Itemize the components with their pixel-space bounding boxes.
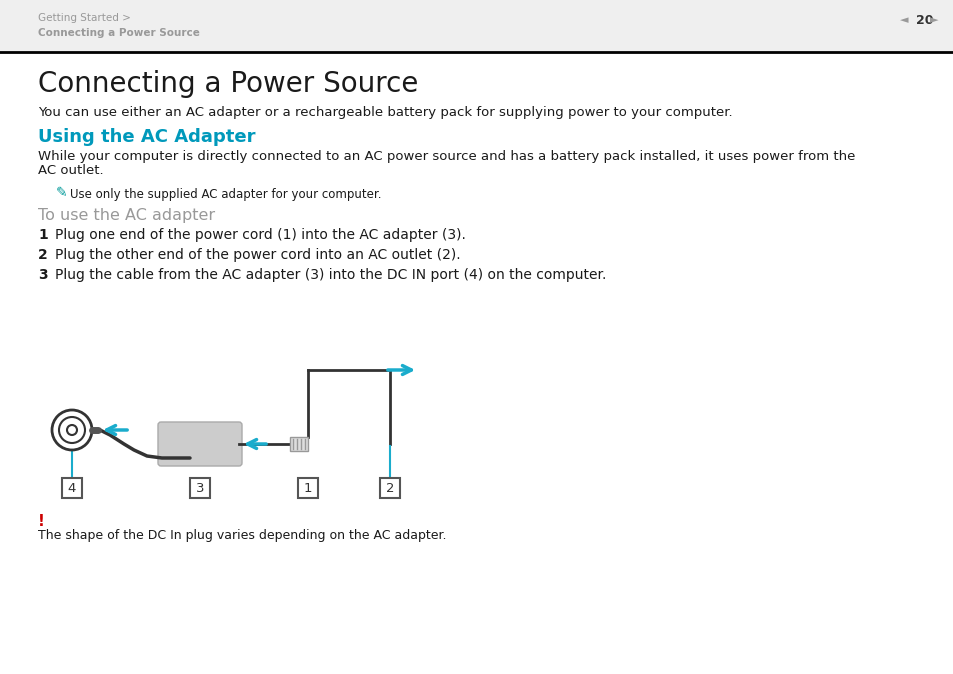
FancyBboxPatch shape <box>190 478 210 498</box>
Text: Plug the other end of the power cord into an AC outlet (2).: Plug the other end of the power cord int… <box>55 248 460 262</box>
Text: Use only the supplied AC adapter for your computer.: Use only the supplied AC adapter for you… <box>70 188 381 201</box>
Text: The shape of the DC In plug varies depending on the AC adapter.: The shape of the DC In plug varies depen… <box>38 529 446 542</box>
Text: To use the AC adapter: To use the AC adapter <box>38 208 214 223</box>
Text: 4: 4 <box>68 481 76 495</box>
Text: 20: 20 <box>915 13 933 26</box>
Text: 1: 1 <box>38 228 48 242</box>
Text: !: ! <box>38 514 45 529</box>
Text: AC outlet.: AC outlet. <box>38 164 104 177</box>
FancyBboxPatch shape <box>62 478 82 498</box>
Text: Getting Started >: Getting Started > <box>38 13 131 23</box>
Text: 3: 3 <box>195 481 204 495</box>
FancyBboxPatch shape <box>158 422 242 466</box>
Text: Using the AC Adapter: Using the AC Adapter <box>38 128 255 146</box>
Text: Connecting a Power Source: Connecting a Power Source <box>38 28 200 38</box>
FancyBboxPatch shape <box>290 437 308 451</box>
Text: 2: 2 <box>385 481 394 495</box>
Text: Plug the cable from the AC adapter (3) into the DC IN port (4) on the computer.: Plug the cable from the AC adapter (3) i… <box>55 268 606 282</box>
FancyBboxPatch shape <box>379 478 399 498</box>
Text: ✎: ✎ <box>56 186 68 200</box>
Text: 3: 3 <box>38 268 48 282</box>
Text: ►: ► <box>929 15 938 25</box>
Bar <box>0 0 953 52</box>
Text: Plug one end of the power cord (1) into the AC adapter (3).: Plug one end of the power cord (1) into … <box>55 228 465 242</box>
Text: You can use either an AC adapter or a rechargeable battery pack for supplying po: You can use either an AC adapter or a re… <box>38 106 732 119</box>
Text: While your computer is directly connected to an AC power source and has a batter: While your computer is directly connecte… <box>38 150 855 163</box>
Text: 2: 2 <box>38 248 48 262</box>
Text: 1: 1 <box>303 481 312 495</box>
FancyBboxPatch shape <box>297 478 317 498</box>
Text: ◄: ◄ <box>899 15 907 25</box>
Text: Connecting a Power Source: Connecting a Power Source <box>38 70 418 98</box>
